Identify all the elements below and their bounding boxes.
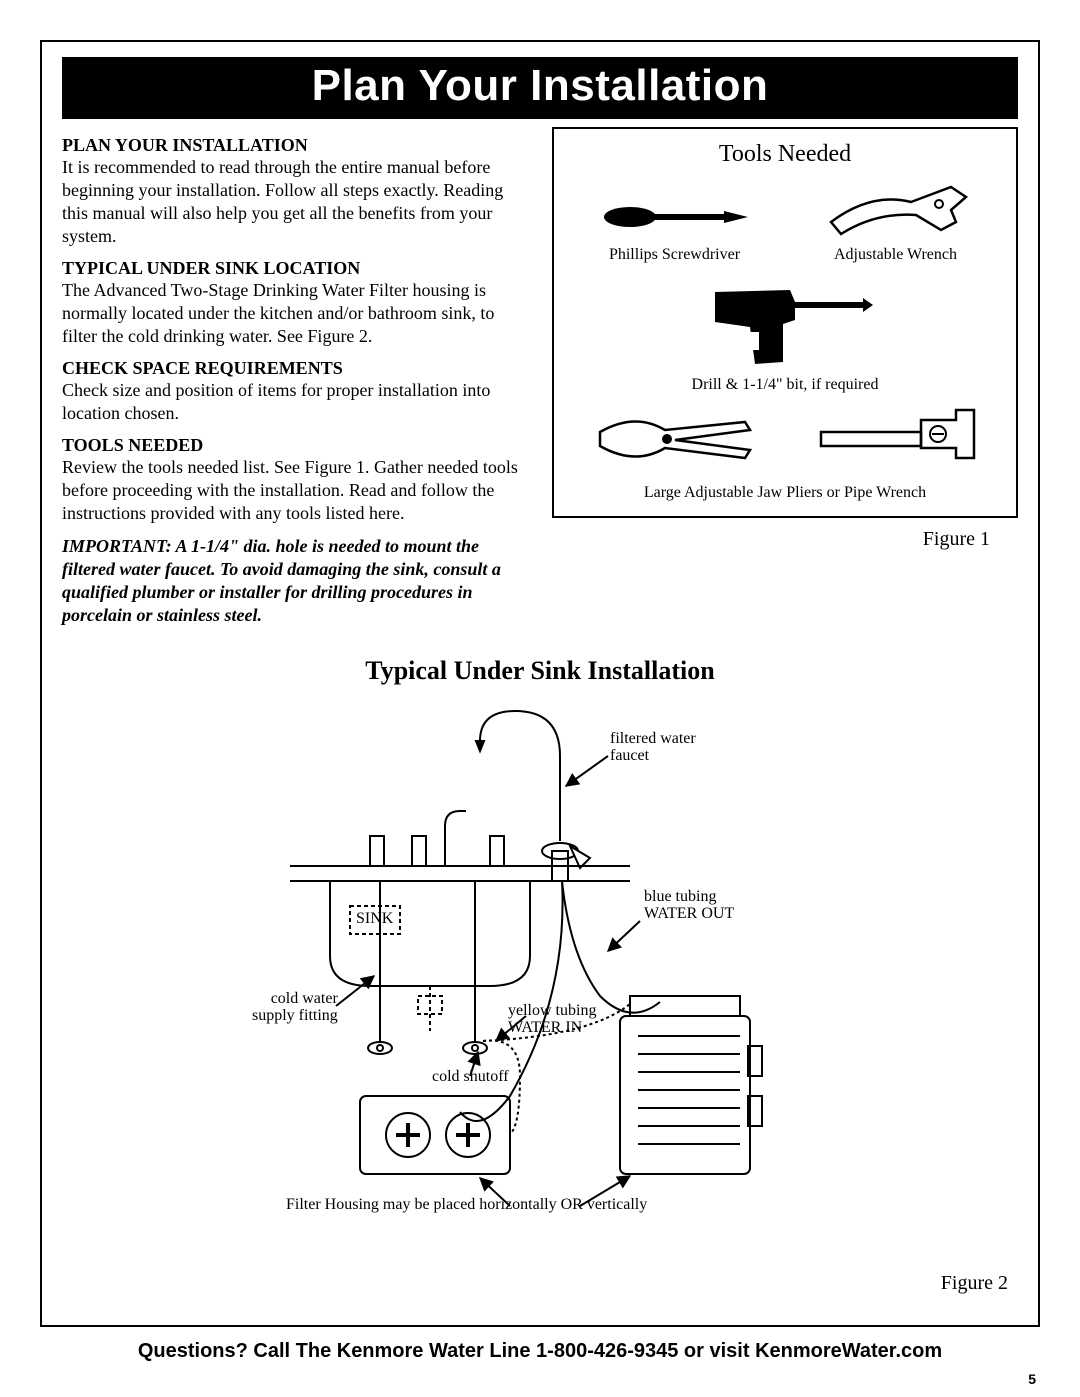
label-cold-shutoff: cold shutoff xyxy=(432,1068,509,1086)
label-blue-tubing: blue tubing WATER OUT xyxy=(644,888,734,923)
screwdriver-icon xyxy=(600,192,750,242)
section-body-tools: Review the tools needed list. See Figure… xyxy=(62,456,528,525)
label-housing-note: Filter Housing may be placed horizontall… xyxy=(286,1196,647,1214)
section-head-tools: TOOLS NEEDED xyxy=(62,435,528,456)
section-head-space: CHECK SPACE REQUIREMENTS xyxy=(62,358,528,379)
drill-label: Drill & 1-1/4" bit, if required xyxy=(692,376,879,393)
installation-diagram: filtered water faucet SINK blue tubing W… xyxy=(160,696,920,1216)
section-head-location: TYPICAL UNDER SINK LOCATION xyxy=(62,258,528,279)
pipe-wrench-icon xyxy=(816,402,976,472)
pliers-pipe-label: Large Adjustable Jaw Pliers or Pipe Wren… xyxy=(564,484,1006,502)
adjustable-wrench-icon xyxy=(821,182,971,242)
page-number: 5 xyxy=(1028,1371,1036,1387)
page-banner: Plan Your Installation xyxy=(62,57,1018,119)
figure-2-caption: Figure 2 xyxy=(941,1272,1008,1295)
tools-box-title: Tools Needed xyxy=(564,141,1006,168)
label-sink: SINK xyxy=(356,910,393,928)
section-body-plan: It is recommended to read through the en… xyxy=(62,156,528,248)
section-body-space: Check size and position of items for pro… xyxy=(62,379,528,425)
figure-1-caption: Figure 1 xyxy=(552,528,1018,551)
footer-help-line: Questions? Call The Kenmore Water Line 1… xyxy=(0,1340,1080,1363)
wrench-label: Adjustable Wrench xyxy=(834,246,957,263)
screwdriver-label: Phillips Screwdriver xyxy=(609,246,740,263)
section-body-location: The Advanced Two-Stage Drinking Water Fi… xyxy=(62,279,528,348)
label-faucet: filtered water faucet xyxy=(610,730,696,765)
section-important-note: IMPORTANT: A 1-1/4" dia. hole is needed … xyxy=(62,535,528,627)
tools-needed-box: Tools Needed Phillips Screwdriver xyxy=(552,127,1018,518)
diagram-title: Typical Under Sink Installation xyxy=(62,656,1018,686)
drill-icon xyxy=(695,272,875,372)
label-cold-supply: cold water supply fitting xyxy=(252,990,338,1025)
label-yellow-tubing: yellow tubing WATER IN xyxy=(508,1002,596,1037)
section-head-plan: PLAN YOUR INSTALLATION xyxy=(62,135,528,156)
pliers-icon xyxy=(595,402,755,472)
